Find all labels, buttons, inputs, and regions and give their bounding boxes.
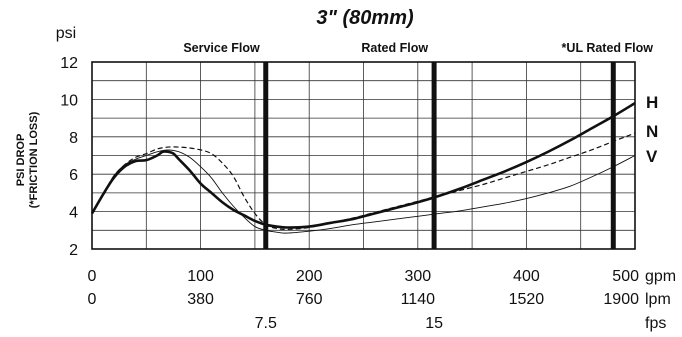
x-tick-label-lpm: 0: [88, 291, 97, 308]
y-tick-label: 12: [60, 55, 78, 72]
x-tick-label-lpm: 1520: [509, 291, 545, 308]
series-line-v: [91, 149, 636, 234]
y-tick-label: 10: [60, 92, 78, 109]
y-tick-label: 4: [69, 205, 78, 222]
y-tick-label: 8: [69, 130, 78, 147]
y-axis-title: PSI DROP(*FRICTION LOSS): [15, 111, 40, 208]
y-tick-label: 2: [69, 242, 78, 259]
x-tick-label-lpm: 760: [296, 291, 323, 308]
flow-marker-label: Rated Flow: [361, 41, 428, 55]
x-tick-label-fps: 7.5: [255, 315, 277, 332]
x-tick-label-gpm: 400: [513, 268, 540, 285]
x-unit-lpm: lpm: [645, 291, 671, 308]
x-unit-gpm: gpm: [645, 268, 676, 285]
y-tick-label: 6: [69, 167, 78, 184]
x-tick-label-gpm: 100: [187, 268, 214, 285]
flow-marker-label: *UL Rated Flow: [562, 41, 654, 55]
flow-markers: Service Flow Rated Flow *UL Rated Flow: [183, 41, 653, 249]
x-tick-label-gpm: 300: [404, 268, 431, 285]
grid-lines: [92, 62, 635, 249]
series-label-v: V: [646, 147, 658, 166]
x-tick-label-gpm: 500: [612, 268, 639, 285]
y-axis-title-text: PSI DROP(*FRICTION LOSS): [15, 111, 40, 208]
x-unit-fps: fps: [645, 315, 666, 332]
x-tick-label-lpm: 1900: [603, 291, 639, 308]
series-labels: HNV: [646, 93, 658, 166]
series-label-h: H: [646, 93, 658, 112]
chart-title: 3" (80mm): [316, 7, 414, 29]
y-ticks: 2 4 6 8 10 12: [60, 55, 78, 259]
x-tick-label-lpm: 1140: [401, 291, 436, 308]
series-line-n: [91, 132, 636, 231]
y-unit-label: psi: [56, 25, 76, 42]
x-ticks: 0 100 200 300 400 500 gpm 0 380 760 1140 1520 1900 lp…: [88, 268, 677, 332]
series-label-n: N: [646, 122, 658, 141]
x-tick-label-lpm: 380: [187, 291, 214, 308]
x-tick-label-gpm: 0: [88, 268, 97, 285]
x-tick-label-fps: 15: [425, 315, 443, 332]
flow-marker-label: Service Flow: [183, 41, 260, 55]
x-tick-label-gpm: 200: [296, 268, 323, 285]
plot-frame: [91, 61, 636, 250]
